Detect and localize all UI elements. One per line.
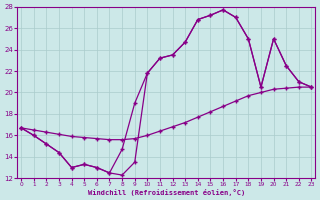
X-axis label: Windchill (Refroidissement éolien,°C): Windchill (Refroidissement éolien,°C) bbox=[88, 189, 245, 196]
